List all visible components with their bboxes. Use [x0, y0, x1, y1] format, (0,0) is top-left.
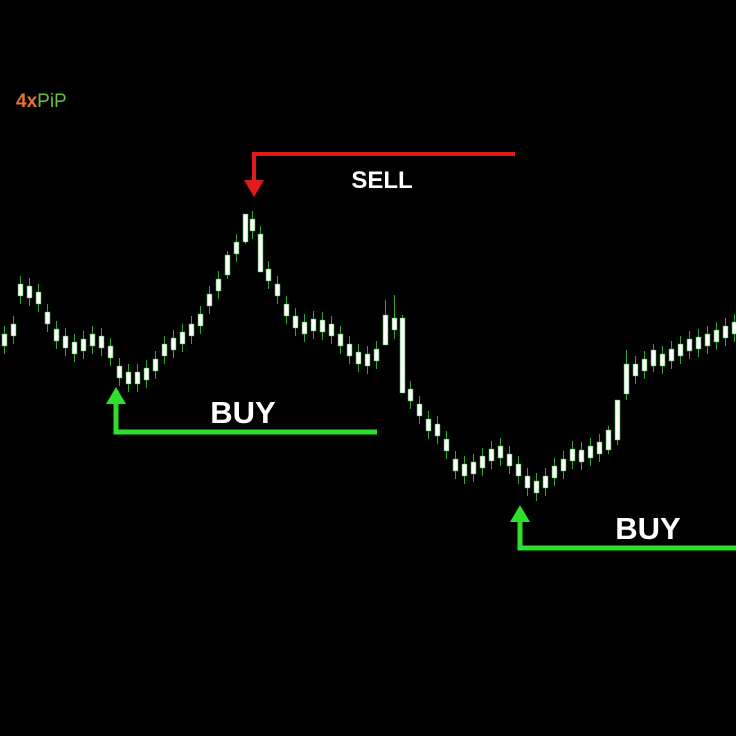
buy-signal: BUY	[510, 505, 736, 551]
signal-label: SELL	[351, 167, 412, 194]
candle-bodies	[1, 213, 736, 494]
sell-arrowhead	[244, 180, 264, 197]
logo: 4xPiP	[16, 91, 67, 112]
signal-label: BUY	[615, 511, 681, 546]
logo-suffix: PiP	[37, 91, 67, 112]
sell-line	[252, 152, 515, 182]
logo-prefix: 4x	[16, 91, 38, 112]
buy-signal: BUY	[106, 387, 377, 435]
buy-line	[517, 520, 736, 551]
buy-arrowhead	[106, 387, 126, 404]
buy-line	[113, 402, 377, 435]
sell-signal: SELL	[244, 152, 515, 197]
buy-arrowhead	[510, 505, 530, 522]
signal-label: BUY	[210, 395, 276, 430]
